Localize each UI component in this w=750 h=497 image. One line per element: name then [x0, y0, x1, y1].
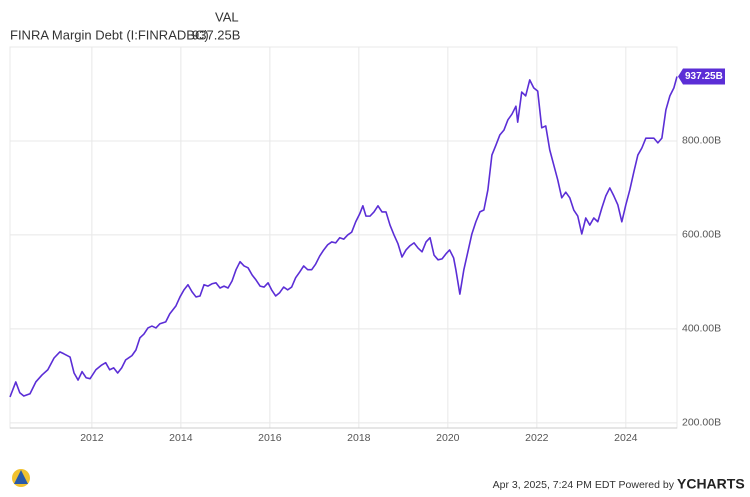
brand: YCHARTS	[677, 476, 745, 492]
x-tick-label: 2022	[525, 432, 549, 444]
x-tick-label: 2024	[614, 432, 638, 444]
y-tick-label: 800.00B	[682, 135, 721, 147]
x-tick-label: 2014	[169, 432, 193, 444]
plot-area	[9, 46, 678, 429]
y-tick-label: 200.00B	[682, 417, 721, 429]
value-badge-label: 937.25B	[685, 71, 723, 82]
legend-name: FINRA Margin Debt (I:FINRADBC)	[10, 27, 209, 42]
x-tick-label: 2018	[347, 432, 371, 444]
x-tick-label: 2020	[436, 432, 460, 444]
value-badge	[678, 68, 725, 85]
x-tick-label: 2012	[80, 432, 104, 444]
y-tick-label: 600.00B	[682, 229, 721, 241]
x-tick-label: 2016	[258, 432, 282, 444]
series-line	[9, 76, 678, 398]
legend-value: 937.25B	[192, 27, 240, 42]
logo-mark	[14, 470, 28, 484]
footer: Apr 3, 2025, 7:24 PM EDT Powered by	[493, 479, 675, 491]
y-tick-label: 400.00B	[682, 323, 721, 335]
value-header: VAL	[215, 9, 239, 24]
